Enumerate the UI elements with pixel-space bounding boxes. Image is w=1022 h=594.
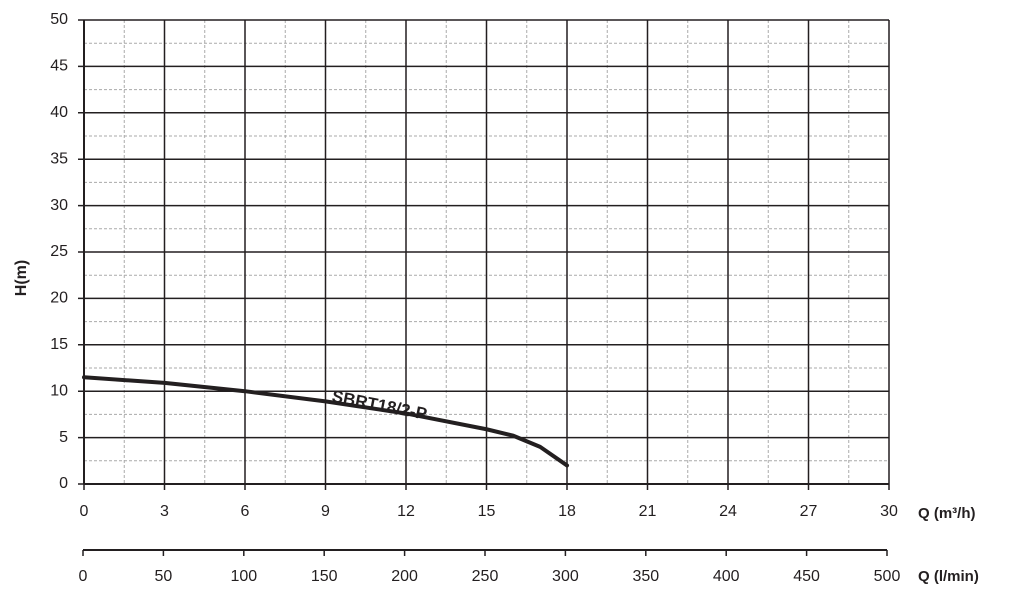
x-axis-label: Q (m³/h) xyxy=(918,505,976,522)
x2-tick-label: 450 xyxy=(793,568,820,585)
y-tick-label: 45 xyxy=(50,58,68,75)
x-tick-label: 3 xyxy=(160,503,169,520)
y-tick-label: 10 xyxy=(50,382,68,399)
x-tick-label: 24 xyxy=(719,503,737,520)
x2-tick-label: 0 xyxy=(79,568,88,585)
x-tick-label: 27 xyxy=(800,503,818,520)
x2-tick-label: 100 xyxy=(230,568,257,585)
curve-label: SBRT18/2-P xyxy=(330,387,428,424)
x-tick-label: 9 xyxy=(321,503,330,520)
y-tick-label: 0 xyxy=(59,475,68,492)
y-tick-label: 30 xyxy=(50,197,68,214)
x2-axis-label: Q (l/min) xyxy=(918,568,979,585)
x-tick-label: 21 xyxy=(639,503,657,520)
x2-tick-label: 150 xyxy=(311,568,338,585)
x-tick-label: 30 xyxy=(880,503,898,520)
x2-tick-label: 50 xyxy=(155,568,173,585)
x2-tick-label: 350 xyxy=(632,568,659,585)
x-tick-label: 15 xyxy=(478,503,496,520)
x-tick-label: 18 xyxy=(558,503,576,520)
x2-tick-label: 400 xyxy=(713,568,740,585)
x-tick-label: 12 xyxy=(397,503,415,520)
x2-tick-label: 250 xyxy=(472,568,499,585)
y-tick-label: 15 xyxy=(50,336,68,353)
y-tick-label: 20 xyxy=(50,290,68,307)
y-tick-label: 5 xyxy=(59,429,68,446)
y-tick-label: 25 xyxy=(50,243,68,260)
x2-tick-label: 200 xyxy=(391,568,418,585)
y-axis-label: H(m) xyxy=(13,260,30,296)
y-tick-label: 50 xyxy=(50,11,68,28)
x2-tick-label: 500 xyxy=(874,568,901,585)
y-tick-label: 40 xyxy=(50,104,68,121)
y-tick-label: 35 xyxy=(50,150,68,167)
x-tick-label: 0 xyxy=(80,503,89,520)
x2-tick-label: 300 xyxy=(552,568,579,585)
curve xyxy=(82,375,569,468)
x-tick-label: 6 xyxy=(241,503,250,520)
